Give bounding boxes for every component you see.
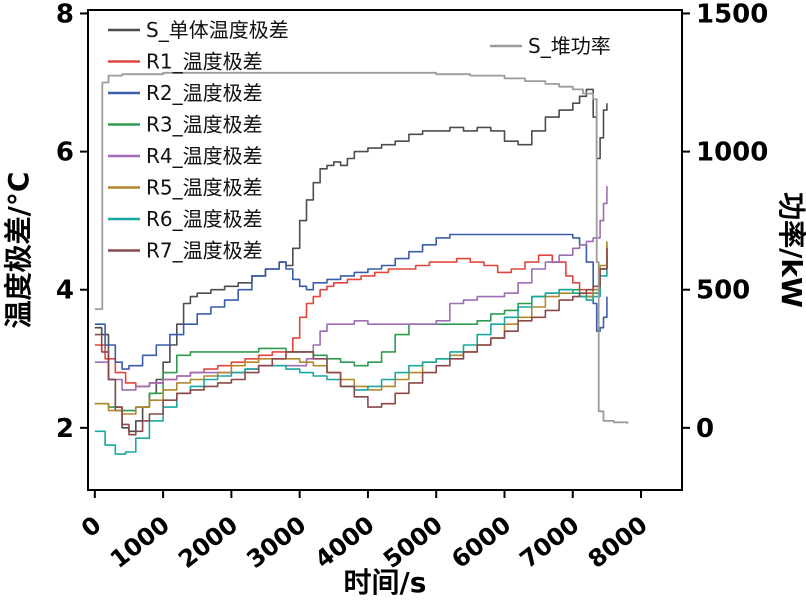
legend-label-R1: R1_温度极差	[146, 50, 263, 74]
y-left-tick-label: 4	[56, 276, 74, 306]
legend-item: S_单体温度极差	[108, 18, 289, 42]
series-power	[94, 71, 629, 424]
legend-item: R2_温度极差	[108, 81, 263, 105]
legend-item: R6_温度极差	[108, 207, 263, 231]
x-axis-title: 时间/s	[344, 566, 427, 599]
series-R6	[94, 255, 608, 455]
y-left-tick-label: 8	[56, 0, 74, 29]
y-right-tick-label: 1000	[696, 138, 768, 168]
legend-label-R5: R5_温度极差	[146, 176, 263, 200]
x-tick-label: 6000	[446, 511, 516, 574]
legend-item: R1_温度极差	[108, 50, 263, 74]
series-R2	[94, 233, 608, 370]
y-left-axis-title: 温度极差/°C	[2, 172, 35, 329]
y-right-tick-label: 0	[696, 414, 714, 444]
x-tick-label: 1000	[105, 511, 175, 574]
x-tick-label: 0	[76, 511, 106, 543]
x-tick-label: 3000	[241, 511, 311, 574]
legend: S_单体温度极差 R1_温度极差 R2_温度极差 R3_温度极差 R4_温度极差 R5_温…	[108, 18, 611, 263]
series-S	[94, 88, 608, 433]
legend-label-R7: R7_温度极差	[146, 239, 263, 263]
legend-label-power: S_堆功率	[528, 34, 611, 58]
y-right-tick-label: 1500	[696, 0, 768, 29]
y-right-axis-title: 功率/kW	[775, 192, 806, 308]
x-tick-label: 7000	[515, 511, 585, 574]
x-tick-label: 5000	[378, 511, 448, 574]
series-R5	[94, 241, 608, 415]
series-layer	[94, 71, 629, 455]
legend-item: S_堆功率	[490, 34, 611, 58]
x-tick-label: 2000	[173, 511, 243, 574]
legend-label-S: S_单体温度极差	[146, 18, 289, 42]
plot-border	[87, 9, 683, 491]
x-tick-label: 8000	[583, 511, 653, 574]
series-R4	[94, 186, 608, 391]
legend-item: R7_温度极差	[108, 239, 263, 263]
legend-label-R2: R2_温度极差	[146, 81, 263, 105]
legend-item: R5_温度极差	[108, 176, 263, 200]
legend-label-R6: R6_温度极差	[146, 207, 263, 231]
y-right-tick-label: 500	[696, 276, 750, 306]
legend-item: R3_温度极差	[108, 113, 263, 137]
legend-label-R4: R4_温度极差	[146, 144, 263, 168]
series-R7	[94, 248, 608, 436]
legend-label-R3: R3_温度极差	[146, 113, 263, 137]
x-tick-label: 4000	[310, 511, 380, 574]
legend-item: R4_温度极差	[108, 144, 263, 168]
y-left-tick-label: 6	[56, 138, 74, 168]
y-left-tick-label: 2	[56, 414, 74, 444]
